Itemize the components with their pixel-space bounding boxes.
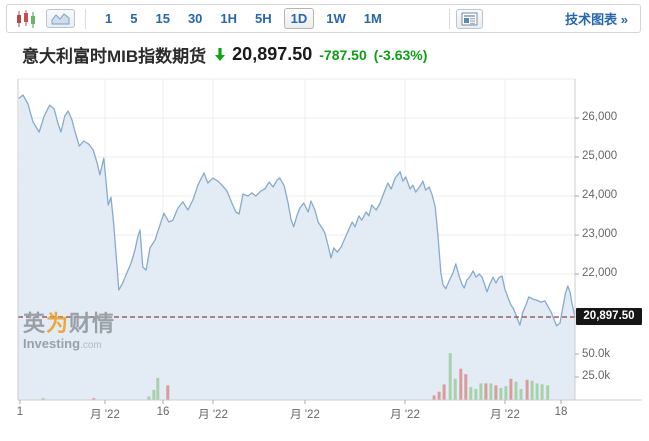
news-page-icon: [461, 12, 478, 25]
toolbar-divider: [85, 8, 86, 29]
price-change: -787.50: [319, 46, 367, 63]
x-axis-label: 月 '22: [390, 409, 420, 421]
y-axis-label: 26,000: [582, 111, 618, 123]
interval-1[interactable]: 1: [105, 11, 113, 26]
technical-chart-link[interactable]: 技术图表 »: [565, 12, 628, 27]
current-price-tag: 20,897.50: [576, 308, 642, 325]
y-axis-label: 23,000: [582, 228, 618, 240]
interval-15[interactable]: 15: [155, 11, 170, 26]
x-axis-label: 18: [554, 406, 568, 418]
interval-5[interactable]: 5: [130, 11, 138, 26]
area-chart-icon: [51, 13, 70, 25]
x-axis-label: 1: [16, 406, 24, 418]
y-axis-label: 24,000: [582, 189, 618, 201]
x-axis-label: 月 '22: [198, 409, 228, 421]
interval-1w[interactable]: 1W: [326, 11, 346, 26]
x-axis-label: 月 '22: [90, 409, 120, 421]
y-axis-label: 25,000: [582, 150, 618, 162]
volume-axis-label: 25.0k: [582, 370, 611, 382]
price-change-percent: (-3.63%): [373, 46, 428, 63]
interval-30[interactable]: 30: [187, 11, 203, 26]
investing-watermark: 英为财情 Investing.com: [23, 313, 115, 351]
instrument-header: 意大利富时MIB指数期货 20,897.50 -787.50 (-3.63%): [22, 42, 427, 67]
interval-1h[interactable]: 1H: [220, 11, 238, 26]
news-view-button[interactable]: [455, 8, 483, 29]
candlestick-icon: [17, 9, 35, 28]
y-axis-label: 22,000: [582, 267, 618, 279]
volume-axis-label: 50.0k: [582, 348, 611, 360]
candlestick-chart-icon[interactable]: [15, 9, 37, 29]
interval-1d[interactable]: 1D: [283, 8, 315, 29]
x-axis-label: 月 '22: [290, 409, 320, 421]
toolbar-divider: [448, 8, 450, 29]
area-chart-type-button[interactable]: [46, 9, 75, 28]
last-price: 20,897.50: [232, 44, 313, 64]
instrument-title: 意大利富时MIB指数期货: [22, 47, 207, 66]
interval-5h[interactable]: 5H: [255, 11, 272, 26]
chart-toolbar: 1 5 15 30 1H 5H 1D 1W 1M 技术图表 »: [6, 4, 641, 33]
down-arrow-icon: [214, 47, 226, 62]
x-axis-label: 月 '22: [490, 409, 520, 421]
watermark-logo-en: Investing.com: [23, 336, 102, 351]
x-axis-label: 16: [156, 406, 170, 418]
interval-1m[interactable]: 1M: [363, 11, 382, 26]
watermark-logo-cn: 英为财情: [23, 311, 116, 336]
